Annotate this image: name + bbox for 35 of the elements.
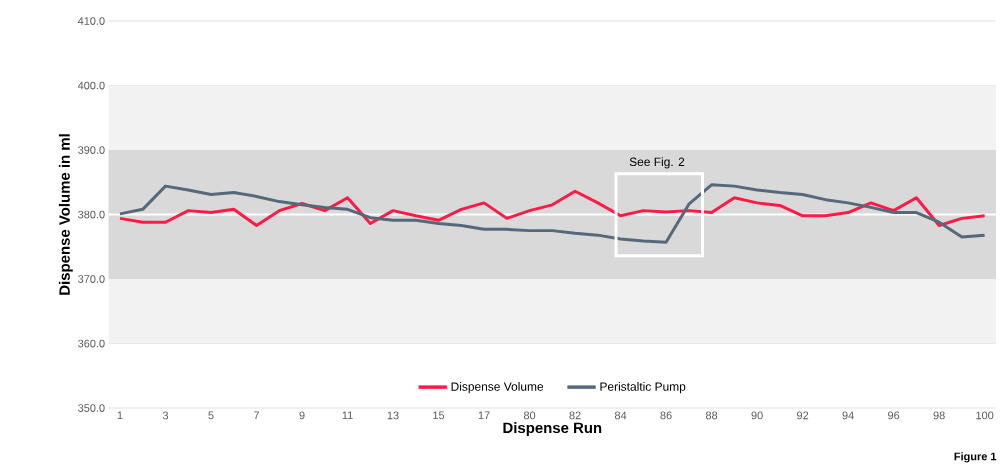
x-tick-label: 15: [433, 411, 445, 420]
x-tick-label: 86: [660, 411, 672, 420]
y-tick-label: 400.0: [77, 81, 105, 90]
x-tick-label: 9: [299, 411, 305, 420]
x-tick-label: 92: [797, 411, 809, 420]
x-axis-title: Dispense Run: [503, 422, 602, 437]
x-tick-label: 7: [254, 411, 259, 420]
x-tick-label: 96: [888, 411, 900, 420]
y-tick-label: 360.0: [78, 339, 105, 348]
line-series: [118, 183, 987, 244]
y-tick-label: 350.0: [78, 404, 105, 412]
annotation: See Fig. 2: [629, 157, 685, 169]
x-tick-label: 84: [614, 411, 627, 420]
x-tick-label: 1: [117, 411, 123, 420]
y-tick-label: 390.0: [78, 146, 105, 154]
legend-label: Peristaltic Pump: [600, 382, 686, 394]
y-tick-label: 380.0: [78, 210, 105, 219]
line-series: [118, 189, 987, 227]
x-tick-label: 17: [478, 411, 490, 420]
x-tick-label: 100: [976, 411, 994, 420]
x-tick-label: 3: [162, 411, 169, 420]
x-tick-label: 94: [842, 411, 854, 420]
legend-label: Dispense Volume: [451, 382, 544, 394]
x-tick-label: 13: [387, 411, 399, 420]
x-tick-label: 90: [751, 411, 763, 420]
x-tick-label: 98: [933, 411, 945, 420]
x-tick-label: 82: [569, 411, 581, 420]
caption: Figure 1: [954, 452, 997, 463]
x-tick-label: 5: [208, 411, 214, 420]
y-axis-title: Dispense Volume in ml: [58, 134, 73, 295]
x-tick-label: 80: [523, 411, 536, 420]
y-tick-label: 370.0: [78, 275, 105, 283]
x-tick-label: 11: [342, 411, 353, 420]
y-tick-label: 410.0: [77, 17, 105, 25]
x-tick-label: 88: [705, 411, 718, 420]
